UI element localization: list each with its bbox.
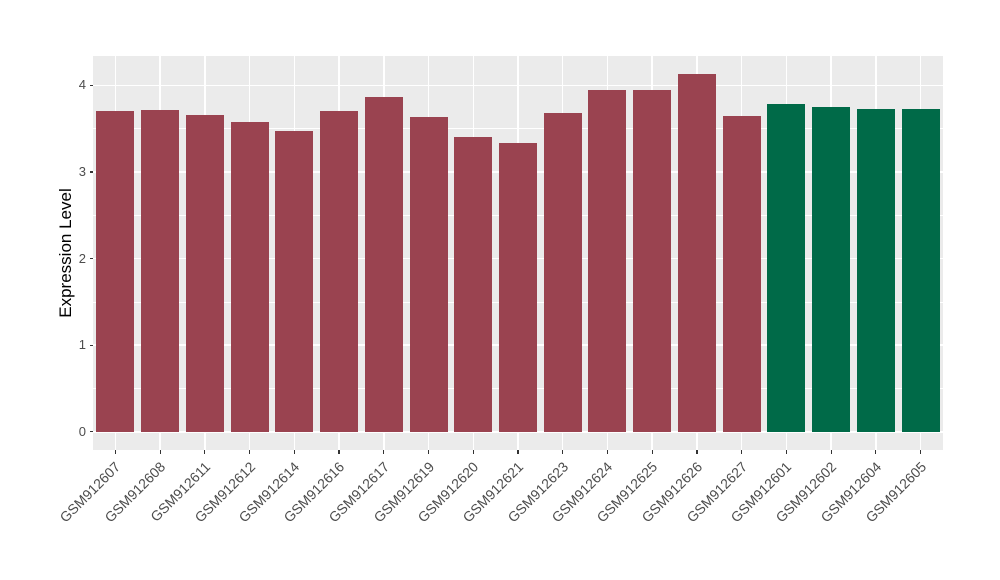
x-tick-mark: [785, 450, 787, 454]
bar-GSM912619: [409, 117, 448, 432]
bar-GSM912620: [454, 136, 493, 432]
bar-GSM912617: [364, 96, 403, 432]
x-tick-mark: [338, 450, 340, 454]
plot-panel: [93, 56, 943, 450]
x-tick-mark: [517, 450, 519, 454]
x-tick-mark: [472, 450, 474, 454]
bar-GSM912601: [767, 104, 806, 432]
x-axis: GSM912607 GSM912608 GSM912611 GSM912612 GSM9…: [57, 450, 943, 580]
x-tick-mark: [159, 450, 161, 454]
x-tick-mark: [114, 450, 116, 454]
bar-GSM912608: [141, 109, 180, 432]
x-tick-mark: [606, 450, 609, 454]
bar-GSM912626: [677, 74, 716, 432]
bar-GSM912612: [230, 121, 269, 432]
bar-GSM912624: [588, 89, 627, 432]
bar-GSM912627: [722, 115, 761, 432]
x-tick-mark: [248, 450, 251, 454]
x-tick-mark: [920, 450, 922, 454]
x-tick-mark: [562, 450, 564, 454]
y-tick-mark: [89, 344, 93, 346]
bar-GSM912621: [499, 142, 537, 432]
y-axis: 0 1 2 3 4: [0, 56, 93, 450]
y-tick-label: 3: [78, 164, 86, 180]
bar-GSM912614: [275, 131, 314, 432]
bar-GSM912611: [185, 114, 224, 432]
y-tick-label: 0: [78, 423, 86, 439]
bar-GSM912623: [543, 113, 582, 432]
bar-GSM912605: [901, 108, 940, 432]
y-tick-mark: [89, 258, 93, 260]
bar-GSM912602: [812, 107, 851, 432]
x-tick-label-GSM912605: GSM912605: [862, 458, 929, 526]
bar-GSM912616: [320, 110, 359, 432]
x-tick-mark: [696, 450, 698, 454]
x-tick-mark: [830, 450, 832, 454]
y-tick-mark: [89, 171, 93, 173]
x-tick-mark: [875, 450, 877, 454]
y-tick-mark: [89, 431, 93, 433]
x-tick-mark: [651, 450, 653, 454]
bar-GSM912604: [856, 108, 895, 432]
x-tick-mark: [427, 450, 430, 454]
y-tick-label: 1: [78, 337, 86, 353]
bar-GSM912607: [96, 110, 135, 432]
x-tick-mark: [383, 450, 385, 454]
x-tick-mark: [293, 450, 295, 454]
y-tick-mark: [89, 84, 93, 87]
y-tick-label: 4: [78, 77, 86, 93]
bar-GSM912625: [633, 89, 672, 432]
x-tick-mark: [204, 450, 206, 454]
y-tick-label: 2: [78, 250, 86, 266]
x-tick-mark: [741, 450, 743, 454]
